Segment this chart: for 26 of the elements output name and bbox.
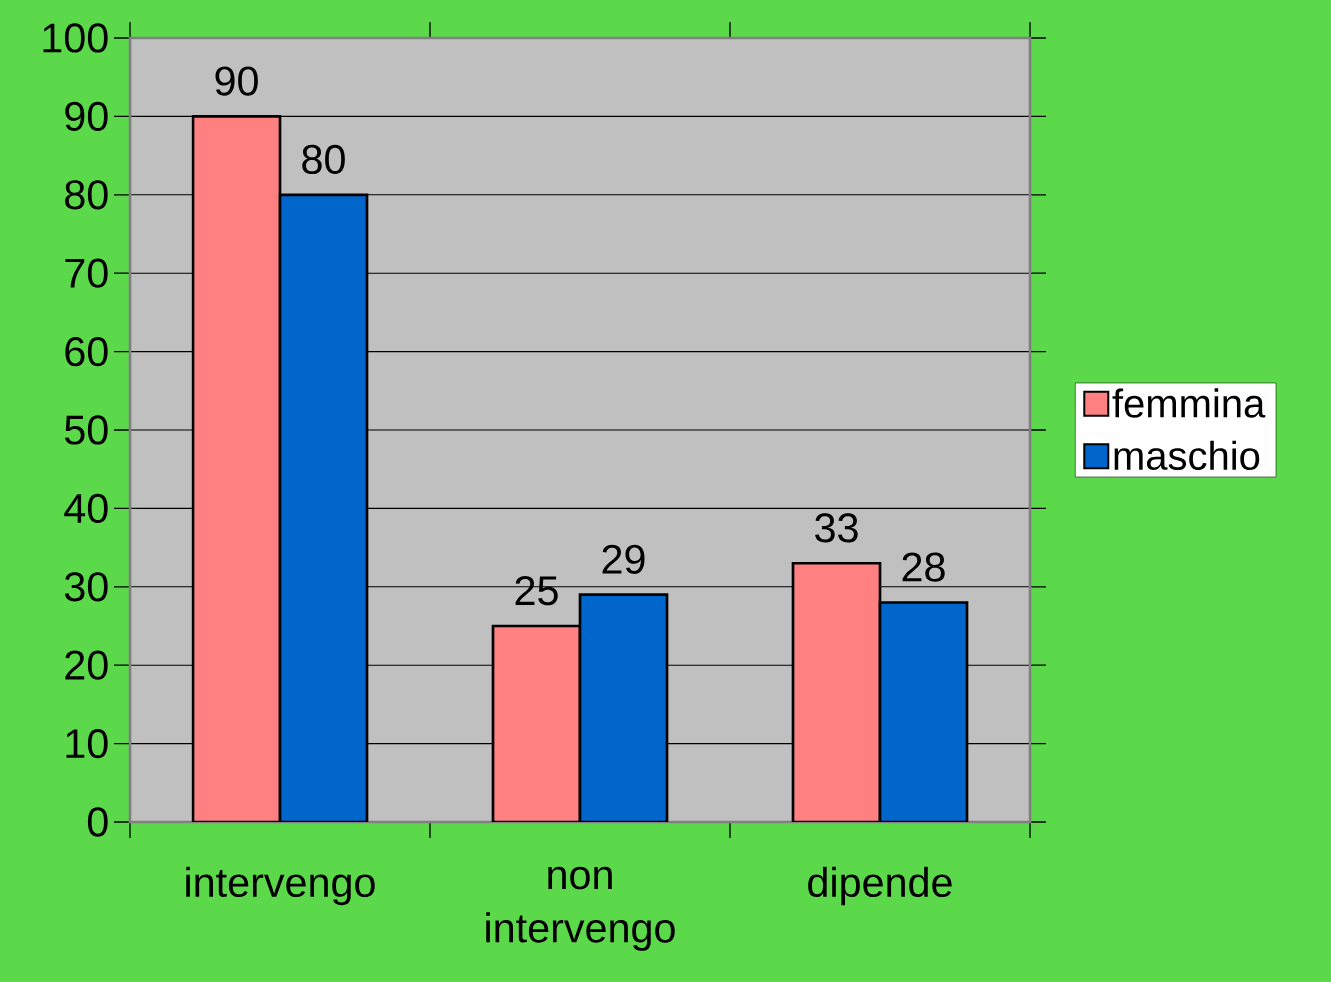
bar [578,593,669,822]
y-tick-label: 30 [64,572,108,602]
x-tick-label: dipende [808,866,952,906]
x-tick-label: intervengo [186,866,375,906]
bar [191,115,282,822]
y-tick-label: 60 [65,336,108,367]
y-tick-label: 80 [65,180,108,210]
bar [278,193,369,822]
y-tick-label: 0 [87,807,108,837]
data-label: 33 [815,513,858,543]
y-tick-label: 10 [66,728,108,759]
y-tick-label: 100 [43,23,108,53]
bar [878,601,969,822]
y-tick-label: 20 [65,650,108,680]
y-tick-label: 70 [65,258,108,288]
bar [491,624,582,822]
data-label: 80 [302,144,345,175]
y-tick-label: 40 [64,493,108,524]
data-label: 29 [602,544,645,574]
x-tick-label: non intervengo [486,866,675,951]
data-label: 28 [902,552,945,582]
legend-label: maschio [1114,440,1260,471]
legend-label: femmina [1112,388,1266,418]
y-tick-label: 50 [64,415,108,445]
y-tick-label: 90 [65,101,108,132]
data-label: 90 [215,66,258,96]
